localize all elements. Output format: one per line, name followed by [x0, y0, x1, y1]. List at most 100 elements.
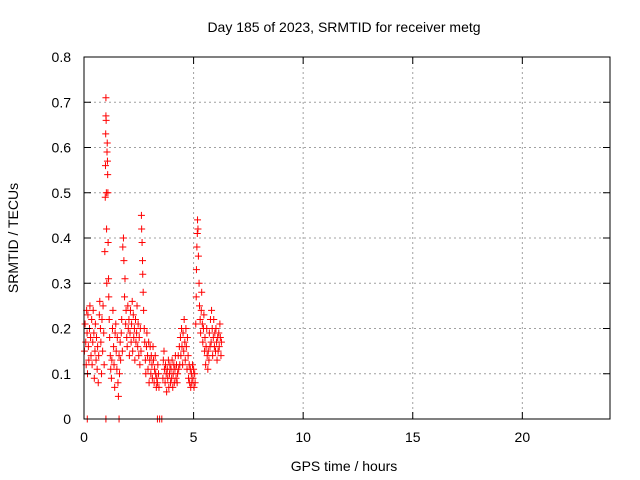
data-point: [125, 352, 133, 360]
data-point: [102, 130, 110, 138]
data-point: [101, 248, 109, 256]
data-point: [153, 379, 161, 387]
y-tick-label: 0.6: [52, 140, 72, 156]
data-point: [108, 325, 116, 332]
data-point: [155, 370, 163, 378]
data-point: [106, 352, 114, 360]
data-point: [193, 243, 201, 251]
data-point: [139, 288, 147, 296]
data-point: [128, 320, 136, 328]
data-point: [90, 374, 98, 382]
data-point: [96, 325, 104, 332]
data-point: [191, 379, 199, 387]
data-point: [121, 275, 129, 283]
data-point: [86, 302, 94, 310]
data-point: [124, 302, 132, 310]
x-tick-label: 0: [80, 429, 88, 445]
data-point: [103, 279, 111, 287]
data-point: [145, 338, 153, 346]
data-point: [113, 365, 121, 373]
data-point: [114, 392, 122, 400]
data-point: [93, 365, 101, 373]
data-point: [176, 334, 184, 342]
data-point: [99, 302, 107, 310]
data-point: [123, 334, 131, 342]
data-point: [103, 148, 111, 156]
data-point: [119, 243, 127, 251]
y-tick-label: 0.3: [52, 275, 72, 291]
y-tick-label: 0.2: [52, 321, 72, 337]
data-point: [132, 338, 140, 346]
data-point: [110, 361, 118, 369]
data-point: [104, 189, 112, 197]
data-point: [173, 379, 181, 387]
data-point: [89, 338, 97, 346]
data-point: [163, 388, 171, 396]
data-point: [97, 338, 105, 346]
data-point: [197, 329, 205, 337]
data-point: [132, 315, 140, 323]
data-point: [215, 329, 223, 337]
data-point: [192, 293, 200, 301]
data-point: [84, 343, 92, 351]
data-point: [112, 347, 120, 355]
data-point: [135, 352, 143, 360]
data-point: [169, 383, 177, 391]
data-point: [104, 171, 112, 179]
data-point: [89, 306, 97, 314]
data-point: [109, 306, 117, 314]
data-point: [196, 302, 204, 310]
data-point: [90, 329, 98, 337]
data-point: [196, 315, 204, 323]
data-point: [110, 343, 118, 351]
data-point: [180, 347, 188, 355]
data-point: [195, 279, 203, 287]
data-point: [148, 361, 156, 369]
data-point: [106, 334, 114, 342]
data-point: [126, 306, 134, 314]
data-point: [87, 352, 95, 360]
data-point: [105, 315, 113, 323]
x-tick-label: 5: [190, 429, 198, 445]
data-point: [107, 374, 115, 382]
data-point: [105, 275, 113, 283]
data-point: [181, 338, 189, 346]
y-tick-label: 0: [63, 411, 71, 427]
y-tick-label: 0.7: [52, 94, 72, 110]
data-point: [136, 361, 144, 369]
grid-lines: [84, 57, 610, 419]
data-point: [194, 252, 202, 260]
chart-title: Day 185 of 2023, SRMTID for receiver met…: [207, 19, 480, 35]
data-point: [107, 365, 115, 373]
data-point: [138, 225, 146, 233]
data-point: [194, 225, 202, 233]
data-point: [137, 347, 145, 355]
data-point: [137, 211, 145, 219]
data-point: [217, 352, 225, 360]
data-point: [116, 370, 124, 378]
data-point: [88, 361, 96, 369]
data-point: [101, 162, 109, 170]
data-point: [92, 356, 100, 364]
data-point: [130, 325, 138, 332]
data-point: [205, 356, 213, 364]
tick-labels: 0 5 10 15 20 0 0.1 0.2 0.3 0.4 0.5 0.6 0.7 0.8: [52, 49, 531, 445]
x-tick-label: 20: [515, 429, 531, 445]
data-point: [91, 347, 99, 355]
data-point: [212, 325, 220, 332]
data-point: [84, 311, 92, 319]
data-point: [103, 225, 111, 233]
data-point: [114, 379, 122, 387]
data-point: [121, 293, 129, 301]
data-point: [95, 352, 103, 360]
data-point: [168, 356, 176, 364]
data-point: [213, 356, 221, 364]
data-point: [135, 334, 143, 342]
data-point: [177, 352, 185, 360]
data-point: [199, 338, 207, 346]
data-point: [133, 302, 141, 310]
data-point: [134, 320, 142, 328]
data-point: [88, 315, 96, 323]
data-point: [115, 352, 123, 360]
data-point: [189, 374, 197, 382]
